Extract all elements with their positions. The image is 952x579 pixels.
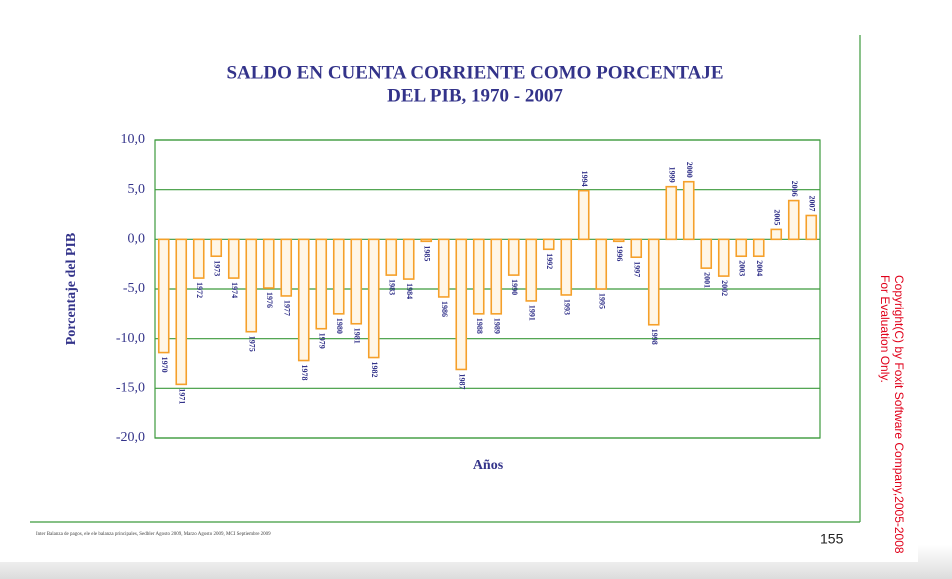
bar — [542, 238, 555, 251]
bar — [420, 238, 433, 243]
bar — [770, 228, 783, 241]
y-axis-label: Porcentaje del PIB — [64, 233, 79, 346]
bar — [157, 238, 170, 354]
y-tick-label: -20,0 — [116, 430, 145, 445]
y-tick-label: 5,0 — [128, 182, 146, 197]
bar — [490, 238, 503, 315]
bar — [647, 238, 660, 326]
bar — [717, 238, 730, 277]
year-label: 1988 — [475, 318, 484, 334]
chart-title: SALDO EN CUENTA CORRIENTE COMO PORCENTAJ… — [226, 62, 723, 83]
bar — [315, 238, 328, 330]
year-label: 1991 — [527, 305, 536, 321]
year-label: 1992 — [545, 253, 554, 269]
bar — [752, 238, 765, 258]
year-label: 1987 — [457, 373, 466, 389]
bar — [787, 199, 800, 241]
bar — [595, 238, 608, 290]
bar — [630, 238, 643, 259]
year-label: 1981 — [352, 328, 361, 344]
year-label: 2005 — [772, 209, 781, 225]
y-tick-label: -15,0 — [116, 381, 145, 396]
year-label: 1983 — [387, 279, 396, 295]
year-label: 1993 — [562, 299, 571, 315]
x-axis-label: Años — [473, 458, 504, 473]
year-label: 1986 — [440, 301, 449, 317]
y-tick-label: 0,0 — [128, 232, 146, 247]
watermark: Copyright(C) by Foxit Software Company,2… — [892, 275, 906, 554]
bar — [560, 238, 573, 296]
bar — [507, 238, 520, 276]
y-tick-label: 10,0 — [121, 132, 146, 147]
year-label: 1982 — [370, 362, 379, 378]
year-label: 1994 — [580, 171, 589, 187]
year-label: 1975 — [247, 336, 256, 352]
bar — [700, 238, 713, 269]
bar — [280, 238, 293, 297]
bar — [402, 238, 415, 280]
year-label: 1974 — [230, 282, 239, 298]
bar — [525, 238, 538, 302]
bar — [192, 238, 205, 279]
year-label: 2006 — [790, 181, 799, 197]
year-label: 1970 — [160, 357, 169, 373]
bar — [472, 238, 485, 315]
y-tick-label: -10,0 — [116, 331, 145, 346]
year-label: 1985 — [422, 245, 431, 261]
bar — [262, 238, 275, 289]
year-label: 1977 — [282, 300, 291, 316]
year-label: 2001 — [702, 272, 711, 288]
year-label: 1997 — [632, 261, 641, 277]
bar — [350, 238, 363, 325]
year-label: 1998 — [650, 329, 659, 345]
bar — [735, 238, 748, 258]
year-label: 1995 — [597, 293, 606, 309]
bar — [297, 238, 310, 362]
bar — [227, 238, 240, 279]
year-label: 2003 — [737, 260, 746, 276]
year-label: 1978 — [300, 365, 309, 381]
year-label: 1996 — [615, 245, 624, 261]
year-label: 1999 — [667, 167, 676, 183]
year-label: 1990 — [510, 279, 519, 295]
year-label: 2007 — [807, 195, 816, 211]
bar — [577, 189, 590, 241]
bar — [682, 180, 695, 241]
watermark: For Evaluation Only. — [878, 275, 892, 383]
bar — [455, 238, 468, 371]
year-label: 1989 — [492, 318, 501, 334]
bar — [175, 238, 188, 386]
bar — [210, 238, 223, 258]
year-label: 1984 — [405, 283, 414, 299]
year-label: 2004 — [755, 260, 764, 276]
bar — [245, 238, 258, 333]
bar — [332, 238, 345, 315]
year-label: 1972 — [195, 282, 204, 298]
bar — [385, 238, 398, 276]
year-label: 2000 — [685, 162, 694, 178]
year-label: 2002 — [720, 280, 729, 296]
year-label: 1979 — [317, 333, 326, 349]
year-label: 1980 — [335, 318, 344, 334]
footer-source: Inter Balanza de pagos, ele ele balanza … — [36, 532, 271, 537]
year-label: 1971 — [177, 388, 186, 404]
bar — [612, 238, 625, 243]
year-label: 1973 — [212, 260, 221, 276]
year-label: 1976 — [265, 292, 274, 308]
bar — [367, 238, 380, 359]
chart-title: DEL PIB, 1970 - 2007 — [387, 85, 563, 106]
bar — [805, 214, 818, 241]
bar — [437, 238, 450, 298]
y-tick-label: -5,0 — [123, 281, 145, 296]
page-number: 155 — [820, 531, 844, 547]
bar — [665, 185, 678, 241]
